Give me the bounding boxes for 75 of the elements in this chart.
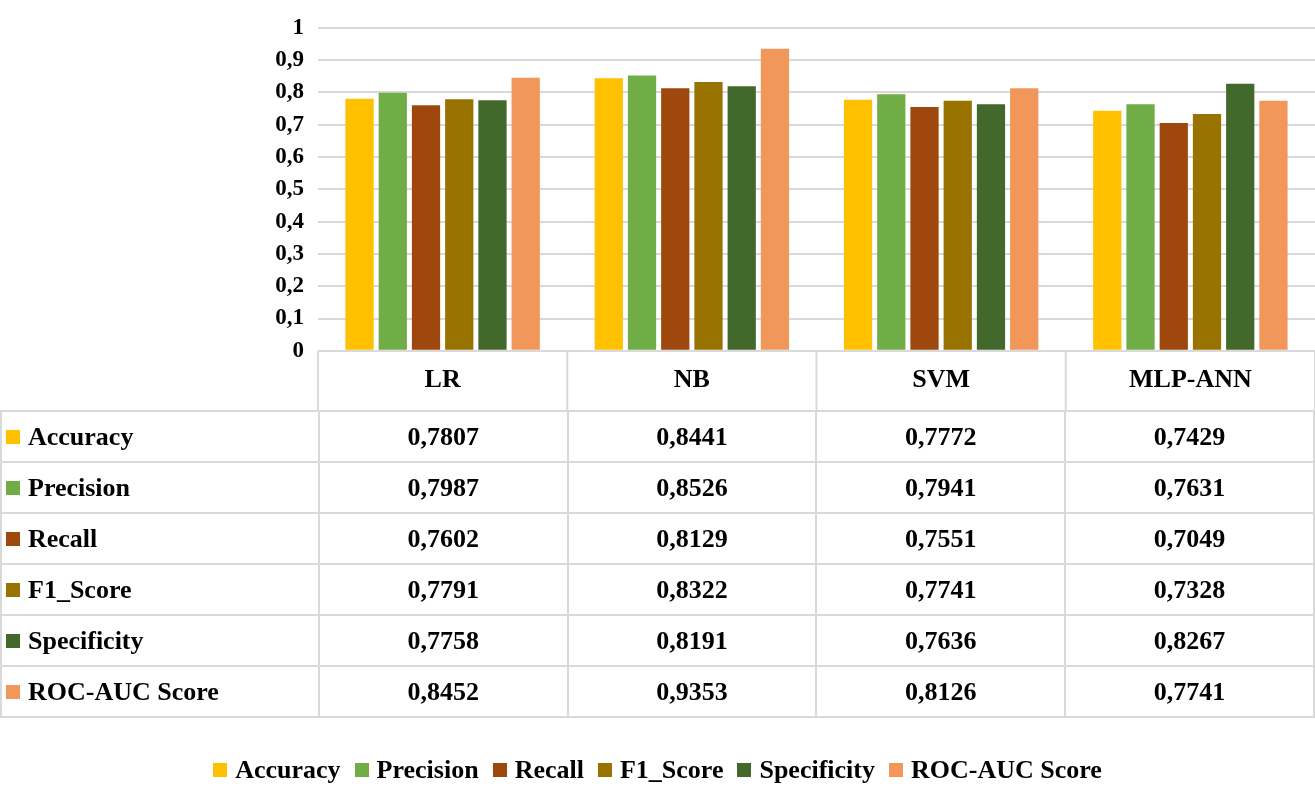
text: Accuracy bbox=[235, 755, 341, 784]
bar bbox=[411, 105, 441, 350]
text: Precision bbox=[376, 755, 479, 784]
data-label: 0,7758 bbox=[318, 615, 568, 666]
x-tick-label: NB bbox=[673, 364, 710, 394]
text: F1_Score bbox=[619, 755, 724, 784]
y-tick-label: 0,6 bbox=[275, 142, 304, 168]
x-tick-label: MLP-ANN bbox=[1128, 364, 1252, 394]
data-label: 0,7791 bbox=[318, 564, 568, 615]
bar bbox=[345, 98, 374, 350]
bar bbox=[843, 99, 873, 350]
y-tick-label: 1 bbox=[292, 13, 304, 39]
bar bbox=[511, 77, 540, 350]
y-tick-label: 0 bbox=[292, 336, 304, 362]
legend-label: Recall bbox=[1, 513, 319, 564]
data-label: 0,7741 bbox=[816, 564, 1066, 615]
data-label: 0,7328 bbox=[1065, 564, 1314, 615]
data-label: 0,8267 bbox=[1065, 615, 1314, 666]
data-label: 0,7429 bbox=[1065, 411, 1314, 462]
bar bbox=[661, 88, 690, 350]
data-label: 0,7741 bbox=[1065, 666, 1314, 717]
data-label: 0,7631 bbox=[1065, 462, 1314, 513]
legend-label: ROC-AUC Score bbox=[909, 755, 1102, 784]
data-label: 0,8526 bbox=[567, 462, 817, 513]
bar bbox=[478, 100, 507, 350]
bar bbox=[1159, 123, 1188, 350]
legend-label: Accuracy bbox=[1, 411, 319, 462]
bar bbox=[1226, 83, 1255, 350]
bar bbox=[378, 92, 407, 350]
data-label: 0,7807 bbox=[318, 411, 568, 462]
y-tick-label: 0,4 bbox=[275, 207, 305, 233]
data-label: 0,8191 bbox=[567, 615, 817, 666]
data-label: 0,7772 bbox=[816, 411, 1066, 462]
y-tick-label: 0,8 bbox=[275, 78, 304, 104]
y-tick-label: 0,1 bbox=[275, 304, 304, 330]
data-label: 0,7551 bbox=[816, 513, 1066, 564]
bar bbox=[1010, 88, 1039, 350]
x-tick-label: LR bbox=[424, 364, 461, 394]
bar bbox=[1259, 100, 1288, 350]
bar bbox=[1093, 110, 1122, 350]
y-tick-label: 0,3 bbox=[275, 239, 304, 265]
legend-label: F1_Score bbox=[1, 564, 319, 615]
y-tick-label: 0,5 bbox=[275, 175, 304, 201]
y-tick-label: 0,9 bbox=[275, 46, 304, 72]
data-label: 0,8129 bbox=[567, 513, 817, 564]
data-label: 0,9353 bbox=[567, 666, 817, 717]
legend-label: Precision bbox=[1, 462, 319, 513]
data-label: 0,7941 bbox=[816, 462, 1066, 513]
bar bbox=[694, 82, 723, 350]
text: Specificity bbox=[28, 625, 144, 655]
data-label: 0,8126 bbox=[816, 666, 1066, 717]
data-label: 0,7987 bbox=[318, 462, 568, 513]
bar bbox=[910, 106, 939, 350]
data-label: 0,7049 bbox=[1065, 513, 1314, 564]
bar bbox=[594, 78, 623, 350]
data-label: 0,7636 bbox=[816, 615, 1066, 666]
data-label: 0,8441 bbox=[567, 411, 817, 462]
legend-label: Specificity bbox=[758, 755, 875, 784]
bar bbox=[445, 99, 474, 350]
bar bbox=[1192, 114, 1222, 350]
y-tick-label: 0,2 bbox=[275, 272, 304, 298]
bar bbox=[760, 48, 790, 350]
bar bbox=[943, 100, 972, 350]
bar bbox=[727, 86, 756, 350]
bar bbox=[976, 104, 1006, 350]
text: ROC-AUC Score bbox=[28, 676, 219, 706]
data-label: 0,7602 bbox=[318, 513, 568, 564]
text: Recall bbox=[514, 755, 584, 784]
bar bbox=[877, 94, 906, 350]
bar bbox=[627, 75, 657, 350]
data-label: 0,8452 bbox=[318, 666, 568, 717]
x-tick-label: SVM bbox=[912, 364, 971, 394]
data-label: 0,8322 bbox=[567, 564, 817, 615]
y-tick-label: 0,7 bbox=[275, 110, 304, 136]
bar bbox=[1126, 104, 1155, 350]
